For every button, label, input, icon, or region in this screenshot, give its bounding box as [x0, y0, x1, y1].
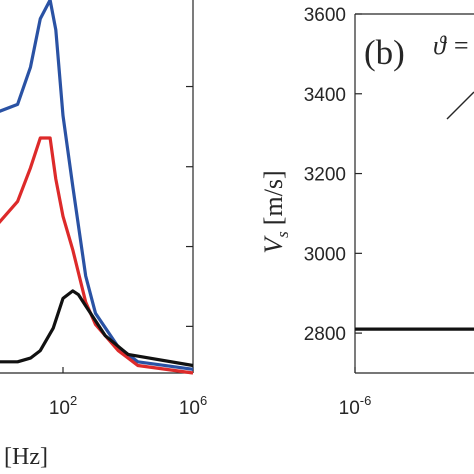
panel-b-y-tick-label-4: 3600	[304, 5, 346, 26]
panel-b-theta-annotation: ϑ =	[433, 31, 470, 60]
svg-text:Vs[m/s]: Vs [m/s]	[259, 170, 292, 253]
panel-b-y-tick-label-1: 3000	[304, 244, 346, 265]
panel-b: 2800 3000 3200 3400 3600 10-6 (b) ϑ = Vs [m/s…	[259, 5, 474, 419]
panel-b-x-ticks: 10-6	[339, 367, 372, 419]
panel-a-y-ticks	[186, 85, 193, 327]
ylabel-symbol: V	[259, 235, 288, 254]
panel-b-y-ticks: 2800 3000 3200 3400 3600	[304, 5, 362, 345]
panel-b-y-tick-label-2: 3200	[304, 165, 346, 186]
annotation-arrow-line	[446, 91, 474, 120]
panel-a-x-ticks: 102 106	[49, 367, 207, 419]
panel-a-series	[0, 0, 194, 375]
panel-a-series-line-1	[0, 136, 194, 375]
panel-b-letter: (b)	[364, 33, 405, 72]
panel-b-x-tick-label-0: 10-6	[339, 393, 372, 419]
ylabel-subscript: s	[273, 231, 292, 238]
panel-b-y-tick-label-3: 3400	[304, 85, 346, 106]
panel-a-x-tick-label-1: 106	[179, 393, 207, 419]
panel-a: 102 106 [Hz]	[0, 0, 207, 470]
panel-a-x-tick-label-0: 102	[49, 393, 77, 419]
panel-b-ylabel: Vs [m/s]	[259, 170, 292, 253]
panel-a-xlabel: [Hz]	[4, 444, 48, 470]
panel-b-y-tick-label-0: 2800	[304, 324, 346, 345]
panel-a-series-line-2	[0, 289, 194, 368]
ylabel-unit: [m/s]	[259, 170, 288, 225]
panel-a-series-line-0	[0, 0, 194, 371]
